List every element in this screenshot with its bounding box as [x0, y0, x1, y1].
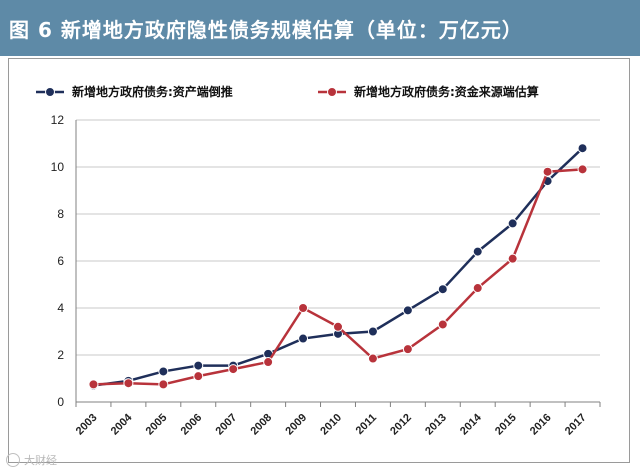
data-point-series-2 — [333, 321, 343, 332]
watermark-logo-icon — [6, 453, 20, 467]
data-point-series-1 — [193, 360, 204, 371]
watermark-text: 大财经 — [24, 454, 57, 467]
x-tick-label: 2003 — [74, 412, 100, 438]
data-point-series-1 — [577, 143, 588, 154]
series-layer — [88, 143, 588, 391]
legend-label-1: 新增地方政府债务:资产端倒推 — [72, 84, 233, 99]
data-point-series-1 — [472, 246, 483, 257]
x-tick-label: 2008 — [248, 412, 274, 438]
legend-marker-1 — [45, 87, 55, 97]
x-tick-label: 2007 — [214, 412, 240, 438]
data-point-series-2 — [88, 379, 99, 390]
data-point-series-2 — [298, 303, 309, 313]
legend-marker-2 — [327, 87, 337, 97]
y-tick-label: 10 — [51, 160, 65, 174]
figure-title: 图 6 新增地方政府隐性债务规模估算（单位：万亿元） — [9, 17, 523, 42]
x-tick-label: 2017 — [563, 412, 589, 438]
data-point-series-2 — [158, 379, 169, 390]
y-tick-label: 0 — [57, 395, 64, 409]
data-point-series-2 — [123, 378, 134, 389]
data-point-series-2 — [542, 166, 553, 177]
data-point-series-1 — [507, 218, 518, 229]
x-tick-label: 2011 — [354, 412, 379, 437]
x-tick-label: 2014 — [458, 411, 484, 437]
data-point-series-2 — [507, 253, 518, 264]
data-point-series-2 — [263, 357, 274, 368]
x-tick-label: 2012 — [388, 412, 414, 438]
x-tick-label: 2015 — [493, 412, 519, 438]
y-tick-label: 4 — [57, 301, 64, 315]
figure-title-bar: 图 6 新增地方政府隐性债务规模估算（单位：万亿元） — [0, 0, 640, 56]
x-tick-label: 2013 — [423, 412, 449, 438]
data-point-series-2 — [228, 364, 239, 375]
y-tick-label: 12 — [51, 113, 65, 127]
y-tick-label: 2 — [57, 348, 64, 362]
x-tick-label: 2004 — [109, 411, 135, 437]
x-tick-label: 2016 — [528, 412, 554, 438]
legend-label-2: 新增地方政府债务:资金来源端估算 — [354, 84, 539, 99]
data-point-series-2 — [402, 344, 413, 355]
series-line-2 — [93, 168, 583, 386]
x-tick-label: 2010 — [318, 412, 344, 438]
y-tick-label: 8 — [57, 207, 64, 221]
data-point-series-2 — [193, 371, 204, 382]
x-tick-label: 2009 — [283, 412, 309, 438]
data-point-series-2 — [577, 164, 588, 175]
data-point-series-1 — [298, 333, 309, 344]
legend: 新增地方政府债务:资产端倒推 新增地方政府债务:资金来源端估算 — [36, 84, 539, 99]
x-tick-label: 2005 — [144, 412, 170, 438]
data-point-series-1 — [437, 284, 448, 295]
data-point-series-2 — [437, 319, 448, 330]
data-point-series-1 — [158, 366, 169, 377]
x-tick-label: 2006 — [179, 412, 205, 438]
data-point-series-1 — [367, 326, 378, 337]
y-tick-label: 6 — [57, 254, 64, 268]
data-point-series-2 — [367, 353, 378, 364]
axis-layer: 0 2 4 6 8 10 12 2003 2004 2005 2006 2007 2008 2009 201… — [51, 113, 601, 438]
data-point-series-1 — [402, 305, 413, 316]
data-point-series-2 — [472, 283, 483, 294]
watermark: 大财经 — [6, 452, 57, 468]
series-line-1 — [93, 147, 584, 387]
